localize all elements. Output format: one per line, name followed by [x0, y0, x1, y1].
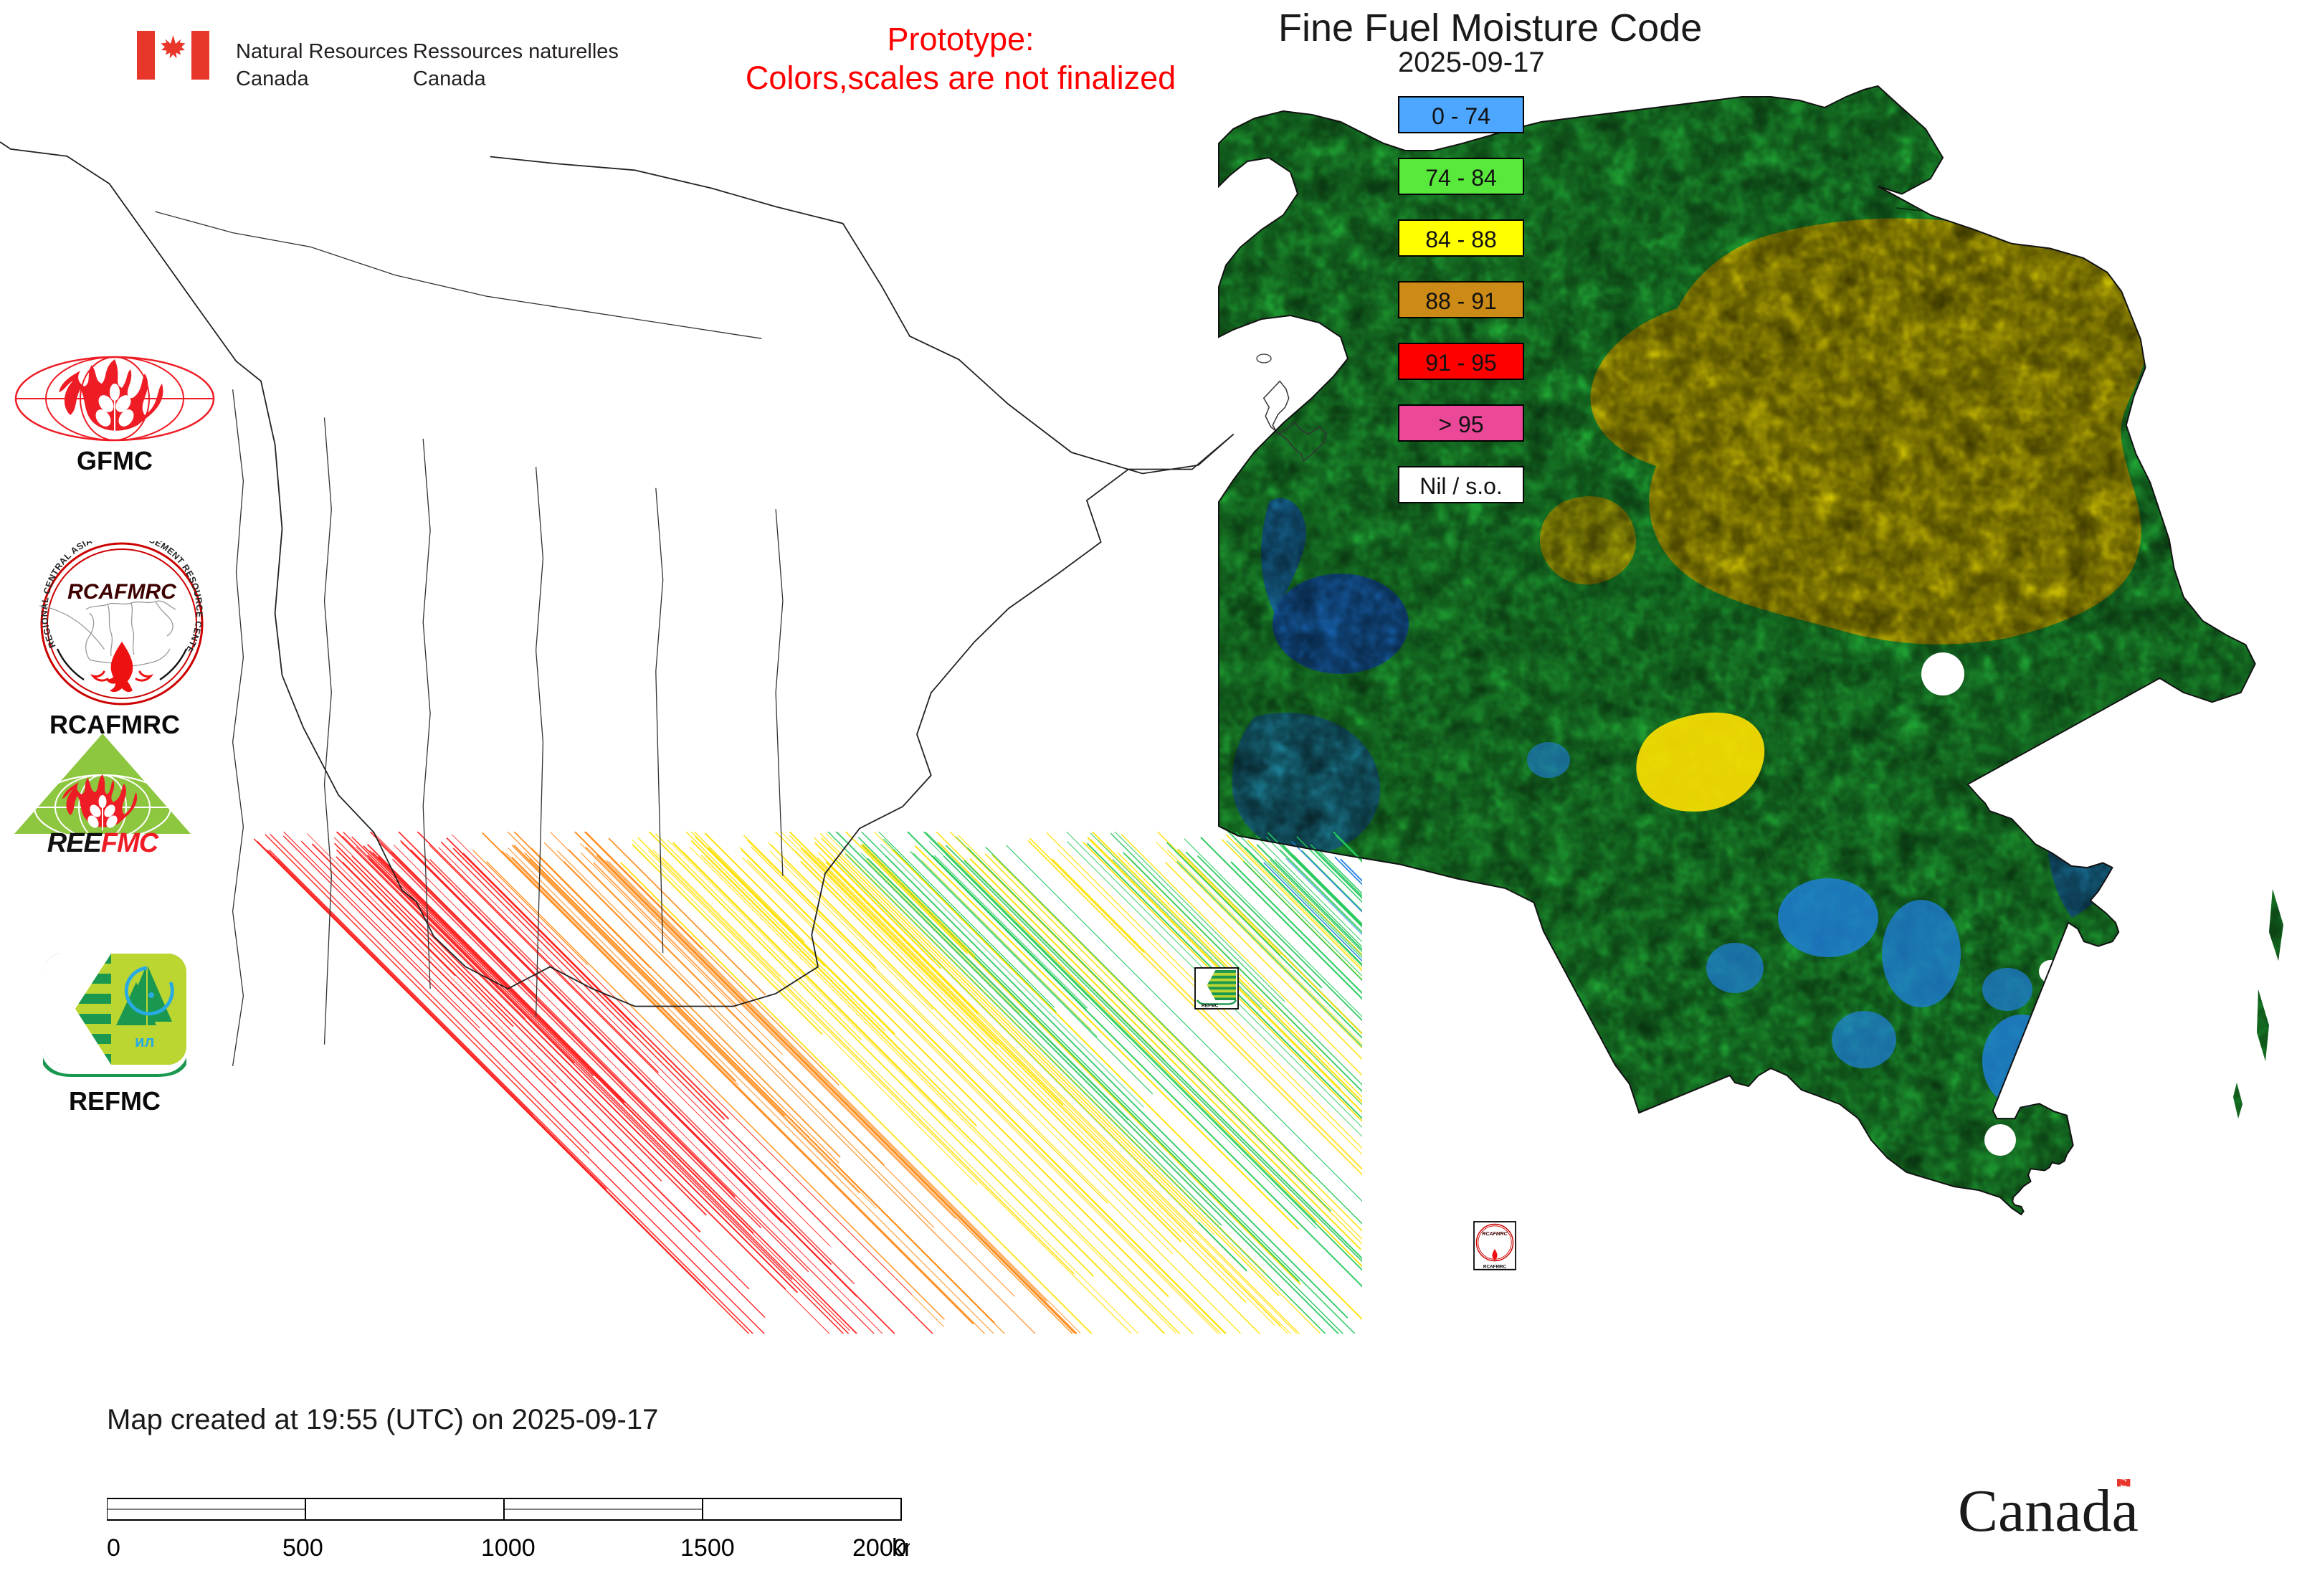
- svg-text:Canada: Canada: [1958, 1479, 2139, 1544]
- svg-text:RCAFMRC: RCAFMRC: [67, 580, 177, 604]
- svg-text:RCAFMRC: RCAFMRC: [1483, 1264, 1507, 1269]
- svg-text:1500: 1500: [680, 1534, 735, 1562]
- svg-text:1000: 1000: [481, 1534, 536, 1562]
- svg-text:REFMC: REFMC: [1202, 1004, 1219, 1009]
- svg-text:RCAFMRC: RCAFMRC: [1482, 1232, 1508, 1237]
- svg-text:0: 0: [107, 1534, 120, 1562]
- svg-text:km: km: [892, 1534, 910, 1562]
- svg-text:ил: ил: [135, 1032, 155, 1050]
- svg-text:500: 500: [282, 1534, 323, 1562]
